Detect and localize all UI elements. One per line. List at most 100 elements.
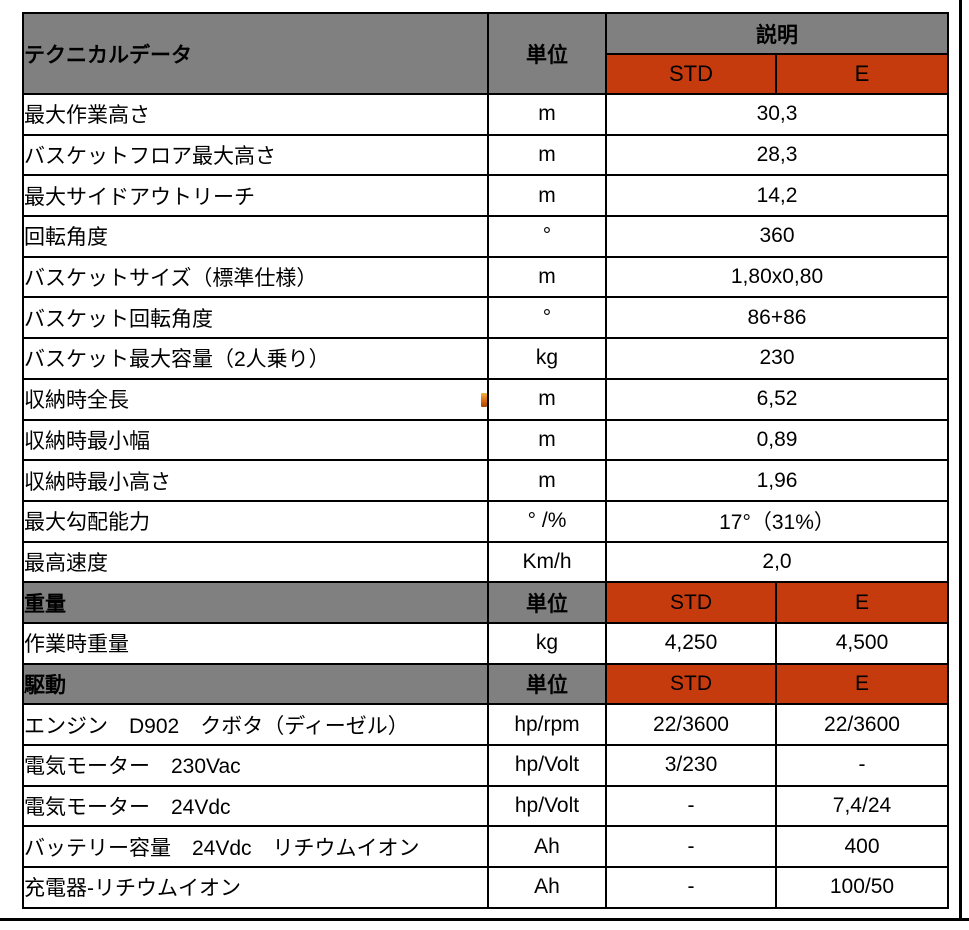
row-label: バスケットフロア最大高さ	[22, 133, 489, 177]
row-unit: kg	[487, 621, 607, 665]
row-value: 2,0	[605, 540, 949, 584]
row-value: 360	[605, 215, 949, 258]
row-unit: m	[487, 377, 607, 421]
table-row: 収納時最小高さ m 1,96	[22, 459, 949, 502]
row-label: エンジン D902 クボタ（ディーゼル）	[22, 703, 489, 746]
section-e-header: E	[775, 662, 949, 706]
section-e-header: E	[775, 581, 949, 624]
row-label: 電気モーター 24Vdc	[22, 784, 489, 828]
row-value: 230	[605, 337, 949, 380]
row-label: 充電器-リチウムイオン	[22, 866, 489, 909]
table-row: 収納時最小幅 m 0,89	[22, 418, 949, 462]
row-std-value: 22/3600	[605, 703, 777, 746]
row-value: 0,89	[605, 418, 949, 462]
header-row-variants: STD E	[23, 53, 949, 95]
row-unit: Ah	[487, 825, 607, 869]
section-std-header: STD	[605, 662, 777, 706]
row-unit: m	[487, 459, 607, 502]
page-frame-right-rule	[959, 0, 962, 921]
row-unit: °	[487, 296, 607, 340]
row-std-value: -	[605, 825, 777, 869]
row-value: 28,3	[605, 133, 949, 177]
cell-comment-marker-icon	[481, 393, 487, 407]
row-e-value: 400	[775, 825, 949, 869]
table-row: 電気モーター 230Vac hp/Volt 3/230-	[22, 744, 949, 787]
row-unit: kg	[487, 337, 607, 380]
header-e-column: E	[775, 53, 949, 95]
row-unit: m	[487, 418, 607, 462]
row-value: 17°（31%）	[605, 499, 949, 543]
row-e-value: 7,4/24	[775, 784, 949, 828]
row-label: 最高速度	[22, 540, 489, 584]
row-std-value: 4,250	[605, 621, 777, 665]
row-label: 最大サイドアウトリーチ	[22, 174, 489, 218]
table-row: 最大勾配能力 ° /% 17°（31%）	[22, 499, 949, 543]
row-std-value: 3/230	[605, 744, 777, 787]
table-row: 最大サイドアウトリーチ m 14,2	[22, 174, 949, 218]
header-title: テクニカルデータ	[22, 12, 489, 95]
row-label: 回転角度	[22, 215, 489, 258]
row-label: バッテリー容量 24Vdc リチウムイオン	[22, 825, 489, 869]
section-header-row: 駆動 単位 STD E	[22, 662, 949, 706]
row-std-value: -	[605, 784, 777, 828]
table-row: 最大作業高さ m 30,3	[22, 93, 949, 136]
table-row: 回転角度 ° 360	[22, 215, 949, 258]
row-value: 14,2	[605, 174, 949, 218]
spec-table-header: テクニカルデータ 単位 説明 STD E	[22, 12, 949, 95]
row-value: 86+86	[605, 296, 949, 340]
row-unit: °	[487, 215, 607, 258]
table-row: 最高速度 Km/h 2,0	[22, 540, 949, 584]
row-label: 作業時重量	[22, 621, 489, 665]
section-unit-header: 単位	[487, 662, 607, 706]
row-label: 収納時最小幅	[22, 418, 489, 462]
row-unit: Ah	[487, 866, 607, 909]
spec-table: テクニカルデータ 単位 説明 STD E 最大作業高さ m 30,3 バスケットフロア…	[22, 12, 949, 909]
table-row: 作業時重量 kg 4,250 4,500	[22, 621, 949, 665]
row-label: 最大作業高さ	[22, 93, 489, 136]
page-frame-bottom-rule	[0, 918, 969, 921]
row-unit: hp/Volt	[487, 744, 607, 787]
row-unit: hp/Volt	[487, 784, 607, 828]
row-e-value: -	[775, 744, 949, 787]
row-unit: m	[487, 93, 607, 136]
header-row-top: テクニカルデータ 単位 説明	[22, 12, 949, 95]
row-label: 収納時最小高さ	[22, 459, 489, 502]
row-label: 電気モーター 230Vac	[22, 744, 489, 787]
row-unit: Km/h	[487, 540, 607, 584]
row-value: 6,52	[605, 377, 949, 421]
table-row: エンジン D902 クボタ（ディーゼル） hp/rpm 22/3600 22/3600	[22, 703, 949, 746]
spec-table-body: 最大作業高さ m 30,3 バスケットフロア最大高さ m 28,3 最大サイドアウトリーチ m…	[22, 93, 949, 909]
section-header-row: 重量 単位 STD E	[22, 581, 949, 624]
row-unit: hp/rpm	[487, 703, 607, 746]
section-std-header: STD	[605, 581, 777, 624]
row-label: バスケット最大容量（2人乗り）	[22, 337, 489, 380]
row-label: バスケット回転角度	[22, 296, 489, 340]
table-row: バスケットサイズ（標準仕様） m 1,80x0,80	[22, 255, 949, 299]
header-description: 説明	[605, 12, 949, 55]
table-row: バスケット最大容量（2人乗り） kg 230	[22, 337, 949, 380]
row-label: 収納時全長	[22, 377, 489, 421]
row-e-value: 4,500	[775, 621, 949, 665]
row-unit: ° /%	[487, 499, 607, 543]
table-row: 充電器-リチウムイオン Ah -100/50	[22, 866, 949, 909]
row-value: 1,80x0,80	[605, 255, 949, 299]
table-row: バスケット回転角度 ° 86+86	[22, 296, 949, 340]
section-unit-header: 単位	[487, 581, 607, 624]
row-unit: m	[487, 255, 607, 299]
row-unit: m	[487, 133, 607, 177]
row-unit: m	[487, 174, 607, 218]
row-std-value: -	[605, 866, 777, 909]
row-e-value: 100/50	[775, 866, 949, 909]
table-row: 電気モーター 24Vdc hp/Volt -7,4/24	[22, 784, 949, 828]
table-row: バスケットフロア最大高さ m 28,3	[22, 133, 949, 177]
section-title: 重量	[22, 581, 489, 624]
row-label: バスケットサイズ（標準仕様）	[22, 255, 489, 299]
row-e-value: 22/3600	[775, 703, 949, 746]
header-std-column: STD	[605, 53, 777, 95]
row-value: 30,3	[605, 93, 949, 136]
section-title: 駆動	[22, 662, 489, 706]
table-row: 収納時全長 m 6,52	[22, 377, 949, 421]
table-row: バッテリー容量 24Vdc リチウムイオン Ah -400	[22, 825, 949, 869]
header-unit: 単位	[487, 12, 607, 95]
row-label: 最大勾配能力	[22, 499, 489, 543]
